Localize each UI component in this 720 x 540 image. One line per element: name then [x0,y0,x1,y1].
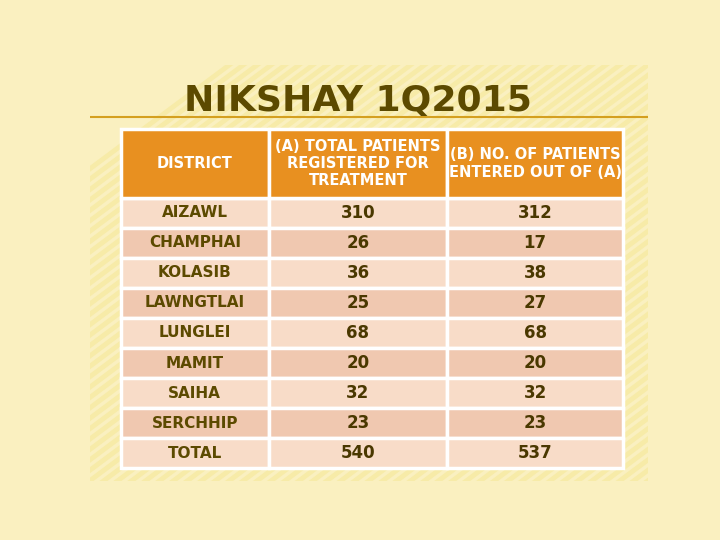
Text: 25: 25 [346,294,369,312]
Text: MAMIT: MAMIT [166,355,224,370]
Bar [269,228,447,258]
Text: 537: 537 [518,444,552,462]
Text: 540: 540 [341,444,375,462]
Text: (B) NO. OF PATIENTS
ENTERED OUT OF (A): (B) NO. OF PATIENTS ENTERED OUT OF (A) [449,147,621,180]
Text: KOLASIB: KOLASIB [158,266,232,280]
Bar [447,288,623,318]
Bar [447,228,623,258]
Bar [447,258,623,288]
Text: 23: 23 [523,414,546,432]
Bar [269,348,447,378]
Bar [269,378,447,408]
Bar [269,408,447,438]
Bar [269,438,447,468]
Text: 17: 17 [523,234,546,252]
Bar [121,348,269,378]
Text: (A) TOTAL PATIENTS
REGISTERED FOR
TREATMENT: (A) TOTAL PATIENTS REGISTERED FOR TREATM… [275,139,441,188]
Text: 312: 312 [518,204,552,222]
Bar [121,228,269,258]
Text: 27: 27 [523,294,546,312]
Text: SERCHHIP: SERCHHIP [151,416,238,430]
Text: AIZAWL: AIZAWL [162,205,228,220]
Text: DISTRICT: DISTRICT [157,156,233,171]
Bar [447,438,623,468]
Bar [121,198,269,228]
Bar [269,288,447,318]
Text: LUNGLEI: LUNGLEI [158,326,231,341]
Text: 310: 310 [341,204,375,222]
Text: 32: 32 [346,384,369,402]
Text: 68: 68 [346,324,369,342]
Text: LAWNGTLAI: LAWNGTLAI [145,295,245,310]
Bar [121,438,269,468]
Text: 36: 36 [346,264,369,282]
Bar [269,258,447,288]
Text: 20: 20 [346,354,369,372]
Bar [447,129,623,198]
Bar [269,129,447,198]
Bar [121,318,269,348]
Bar [121,378,269,408]
Bar [121,288,269,318]
Bar [121,408,269,438]
Text: 38: 38 [523,264,546,282]
Text: 68: 68 [523,324,546,342]
Text: 23: 23 [346,414,369,432]
Bar [447,348,623,378]
Text: 32: 32 [523,384,546,402]
Text: 20: 20 [523,354,546,372]
Text: TOTAL: TOTAL [168,446,222,461]
Text: CHAMPHAI: CHAMPHAI [149,235,240,251]
Bar [447,378,623,408]
Bar [447,198,623,228]
Bar [269,318,447,348]
Bar [447,318,623,348]
Bar [269,198,447,228]
Bar [447,408,623,438]
Bar [121,129,269,198]
Text: 26: 26 [346,234,369,252]
Text: SAIHA: SAIHA [168,386,221,401]
Bar [121,258,269,288]
Text: NIKSHAY 1Q2015: NIKSHAY 1Q2015 [184,84,532,118]
